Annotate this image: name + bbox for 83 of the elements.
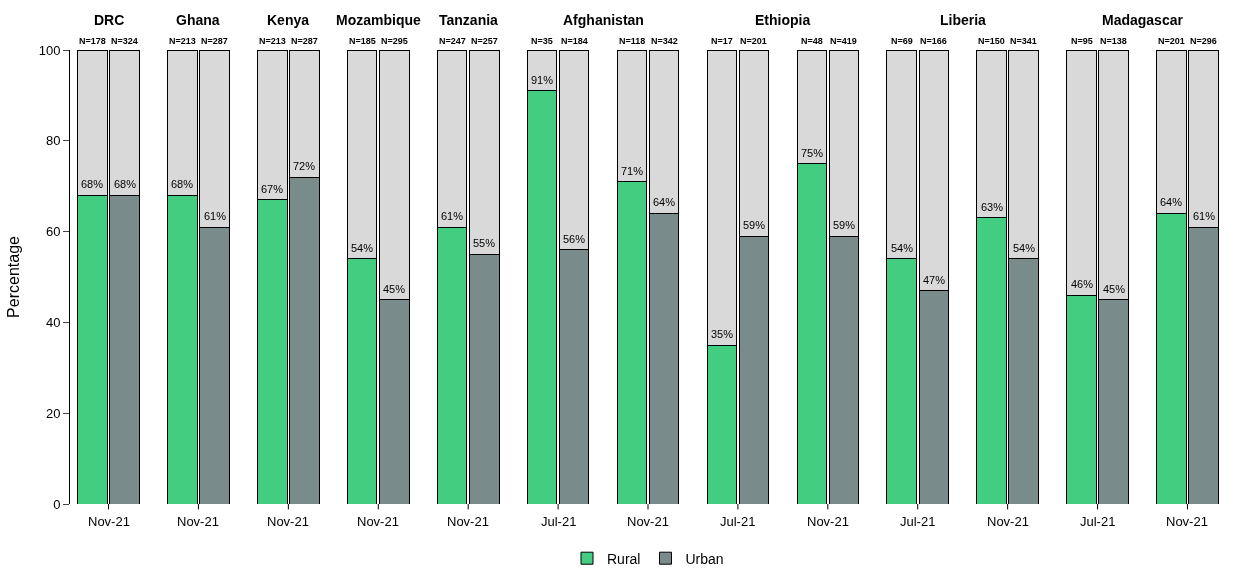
text: N=69 [891,36,913,46]
text: N=118 [619,36,646,46]
text: Nov-21 [807,514,849,529]
text: N=178 [79,36,106,46]
y-tick-label: 40 [45,314,61,330]
data-label: 68% [171,178,194,190]
data-label: 54% [1013,242,1036,254]
y-tick-label: 80 [45,133,61,149]
data-label: 56% [563,233,586,245]
data-label: 35% [711,328,734,340]
data-label: 67% [261,183,284,195]
text: N=166 [920,36,947,46]
data-label: 63% [981,201,1004,213]
text: N=185 [349,36,376,46]
text: N=213 [259,36,286,46]
text: N=35 [531,36,553,46]
data-label: 61% [441,210,464,222]
text: DRC [94,12,125,28]
text: N=48 [801,36,823,46]
legend-label: Urban [685,550,724,567]
text: N=17 [711,36,733,46]
text: N=150 [978,36,1005,46]
text: N=341 [1010,36,1037,46]
y-tick-label: 100 [38,42,61,58]
text: Jul-21 [900,514,936,529]
text: Nov-21 [177,514,219,529]
text: N=257 [471,36,498,46]
text: N=247 [439,36,466,46]
text: N=342 [651,36,678,46]
data-label: 64% [653,196,676,208]
data-label: 72% [293,160,316,172]
text: Jul-21 [1080,514,1116,529]
text: Nov-21 [987,514,1029,529]
data-label: 91% [531,74,554,86]
y-axis-title: Percentage [4,235,22,318]
text: N=419 [830,36,857,46]
data-label: 55% [473,237,496,249]
text: N=213 [169,36,196,46]
text: N=201 [740,36,767,46]
data-label: 45% [1103,283,1126,295]
data-label: 61% [1193,210,1216,222]
data-label: 68% [81,178,104,190]
text: N=95 [1071,36,1093,46]
text: Madagascar [1102,12,1184,28]
legend-label: Rural [607,550,641,567]
text: Nov-21 [357,514,399,529]
text: N=184 [561,36,588,46]
data-label: 46% [1071,278,1094,290]
text: Afghanistan [563,12,644,28]
text: Mozambique [336,12,421,28]
text: Nov-21 [267,514,309,529]
text: N=201 [1158,36,1185,46]
text: N=287 [201,36,228,46]
data-label: 54% [351,242,374,254]
data-label: 64% [1160,196,1183,208]
text: Kenya [267,12,310,28]
data-label: 68% [114,178,137,190]
text: Tanzania [439,12,499,28]
text: Nov-21 [88,514,130,529]
data-label: 47% [923,274,946,286]
y-tick-label: 0 [53,496,61,512]
text: Ethiopia [755,12,811,28]
data-label: 61% [204,210,227,222]
text: N=295 [381,36,408,46]
text: Nov-21 [627,514,669,529]
text: Jul-21 [720,514,756,529]
data-label: 54% [891,242,914,254]
text: N=324 [111,36,138,46]
data-label: 71% [621,165,644,177]
data-label: 59% [833,219,856,231]
data-label: 75% [801,147,824,159]
text: Liberia [940,12,987,28]
text: N=287 [291,36,318,46]
text: Jul-21 [541,514,577,529]
text: Nov-21 [1166,514,1208,529]
y-tick-label: 20 [45,405,61,421]
text: N=296 [1190,36,1217,46]
text: Nov-21 [447,514,489,529]
text: N=138 [1100,36,1127,46]
text: Ghana [176,12,220,28]
data-label: 59% [743,219,766,231]
y-tick-label: 60 [45,224,61,240]
data-label: 45% [383,283,406,295]
